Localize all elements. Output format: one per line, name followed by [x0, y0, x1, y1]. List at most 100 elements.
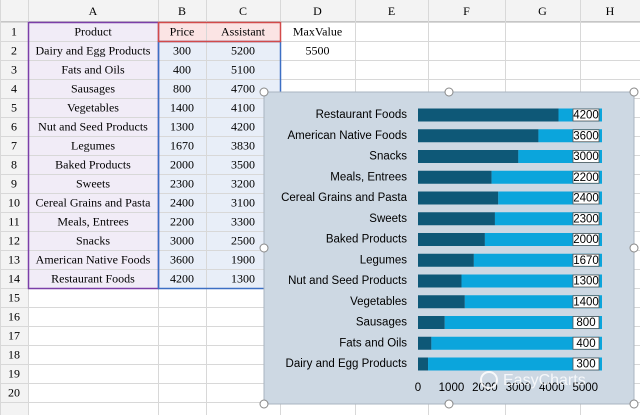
row-header: 7 — [11, 138, 17, 152]
column-header: D — [313, 4, 322, 18]
data-label-box — [572, 357, 600, 371]
row-header: 16 — [8, 309, 20, 323]
cell: Vegetables — [67, 100, 119, 114]
resize-handle[interactable] — [259, 399, 269, 409]
data-label-box — [572, 274, 600, 288]
cell: 1900 — [231, 252, 255, 266]
cell: 3300 — [231, 214, 255, 228]
cell: Cereal Grains and Pasta — [36, 195, 152, 209]
row-header: 18 — [8, 347, 20, 361]
data-label-box — [572, 150, 600, 163]
bar — [418, 129, 539, 143]
resize-handle[interactable] — [629, 87, 639, 97]
category-label: Restaurant Foods — [316, 109, 408, 121]
row-header: 11 — [8, 214, 20, 228]
x-tick-label: 3000 — [506, 382, 532, 394]
column-header-bar — [0, 0, 640, 22]
bar — [418, 212, 495, 226]
data-label: 1400 — [573, 296, 599, 308]
resize-handle[interactable] — [259, 243, 269, 253]
x-tick-label: 1000 — [439, 382, 465, 394]
bar — [418, 108, 559, 122]
cell: Sausages — [71, 81, 115, 95]
cell: 1300 — [231, 271, 255, 285]
data-label-box — [572, 170, 600, 184]
cell: 3500 — [231, 157, 255, 171]
category-label: Baked Products — [326, 234, 407, 246]
cell: American Native Foods — [36, 252, 151, 266]
data-label: 2200 — [573, 172, 599, 184]
cell: 2300 — [170, 176, 194, 190]
column-header: B — [178, 4, 186, 18]
cell: Legumes — [71, 138, 115, 152]
bar — [418, 170, 492, 184]
cell: 4200 — [170, 271, 194, 285]
bar — [418, 253, 474, 267]
category-label: Snacks — [369, 151, 407, 163]
bar — [464, 295, 602, 309]
resize-handle[interactable] — [444, 399, 454, 409]
column-header: H — [606, 4, 615, 18]
data-label: 3000 — [573, 151, 599, 163]
bar — [461, 274, 602, 288]
bar — [473, 253, 602, 267]
category-label: Legumes — [360, 254, 408, 266]
bar — [418, 336, 432, 350]
resize-handle[interactable] — [629, 243, 639, 253]
column-header: F — [463, 4, 470, 18]
cell: 5100 — [231, 62, 255, 76]
cell: 3000 — [170, 233, 194, 247]
data-label: 1670 — [573, 255, 599, 267]
x-tick-label: 5000 — [572, 382, 598, 394]
row-header: 5 — [11, 100, 17, 114]
bar — [418, 295, 465, 309]
cell: Snacks — [76, 233, 110, 247]
category-label: Nut and Seed Products — [288, 275, 407, 287]
resize-handle[interactable] — [629, 399, 639, 409]
cell: Fats and Oils — [61, 62, 125, 76]
data-label: 2300 — [573, 213, 599, 225]
cell: 3830 — [231, 138, 255, 152]
bar — [418, 274, 462, 288]
bar — [418, 316, 445, 329]
bar — [428, 357, 602, 371]
bar — [418, 357, 429, 371]
category-label: Vegetables — [350, 296, 407, 308]
category-label: Cereal Grains and Pasta — [281, 192, 408, 204]
watermark: EasyCharts — [503, 372, 586, 389]
data-label: 1300 — [573, 276, 599, 288]
cell: 2200 — [170, 214, 194, 228]
column-header: A — [89, 4, 98, 18]
category-label: Meals, Entrees — [330, 171, 407, 183]
cell: 3100 — [231, 195, 255, 209]
row-header: 2 — [11, 43, 17, 57]
cell: 3600 — [170, 252, 194, 266]
cell: 300 — [173, 43, 191, 57]
row-header: 20 — [8, 385, 20, 399]
row-header: 13 — [8, 252, 20, 266]
data-label: 800 — [576, 317, 595, 329]
row-header: 3 — [11, 62, 17, 76]
data-label-box — [572, 191, 600, 205]
cell: 1400 — [170, 100, 194, 114]
bar — [418, 150, 519, 163]
data-label-box — [572, 253, 600, 267]
data-label: 300 — [576, 359, 595, 371]
cell: MaxValue — [293, 24, 342, 38]
row-header: 17 — [8, 328, 20, 342]
cell: 3200 — [231, 176, 255, 190]
data-label-box — [572, 316, 600, 329]
data-label: 2400 — [573, 193, 599, 205]
x-tick-label: 4000 — [539, 382, 565, 394]
column-header: G — [538, 4, 547, 18]
resize-handle[interactable] — [444, 87, 454, 97]
watermark-icon — [480, 371, 498, 389]
cell: Baked Products — [55, 157, 131, 171]
data-label-box — [572, 295, 600, 309]
data-label-box — [572, 108, 600, 122]
cell: Meals, Entrees — [57, 214, 129, 228]
category-label: Sausages — [356, 317, 407, 329]
resize-handle[interactable] — [259, 87, 269, 97]
column-header: C — [239, 4, 247, 18]
